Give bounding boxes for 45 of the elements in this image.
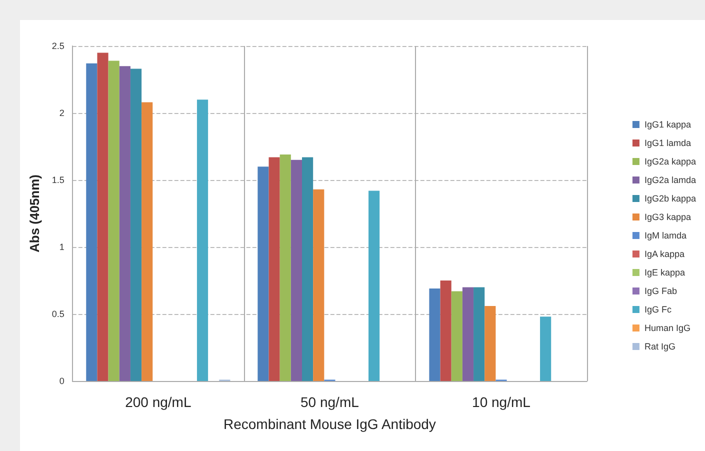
bar — [462, 287, 474, 381]
legend-label: IgG2a lamda — [644, 175, 696, 185]
bar — [302, 157, 314, 381]
legend-label: IgG Fc — [644, 304, 672, 314]
bar — [451, 291, 462, 381]
legend-label: Human IgG — [644, 323, 690, 333]
bar — [290, 160, 302, 381]
legend-label: IgG1 kappa — [644, 120, 692, 130]
legend-label: IgG3 kappa — [644, 212, 692, 222]
legend-label: IgM lamda — [644, 230, 686, 240]
legend-label: Rat IgG — [644, 342, 676, 352]
x-tick-label: 10 ng/mL — [472, 394, 531, 410]
bar — [119, 66, 130, 381]
y-tick-label: 0 — [59, 376, 64, 386]
y-tick-label: 1 — [59, 242, 64, 252]
bar — [97, 52, 108, 381]
legend-label: IgG2a kappa — [644, 156, 696, 166]
y-tick-label: 2.5 — [52, 41, 64, 51]
bar — [429, 288, 440, 381]
bar — [108, 60, 120, 381]
bar — [196, 100, 208, 381]
legend-label: IgG Fab — [644, 286, 677, 296]
bar — [130, 68, 142, 381]
bar — [540, 316, 552, 381]
bar — [474, 287, 485, 381]
bar — [280, 154, 291, 381]
y-tick-label: 1.5 — [52, 175, 64, 185]
y-tick-label: 2 — [59, 108, 64, 118]
x-tick-label: 50 ng/mL — [300, 394, 360, 410]
bar — [440, 280, 452, 381]
bar — [313, 189, 324, 381]
bar — [268, 157, 280, 381]
y-axis-title: Abs (405nm) — [27, 174, 42, 253]
bar — [142, 102, 153, 381]
legend-label: IgE kappa — [644, 268, 685, 278]
x-axis-title: Recombinant Mouse IgG Antibody — [223, 416, 436, 432]
x-tick-label: 200 ng/mL — [125, 394, 192, 410]
bar — [368, 190, 380, 381]
bar — [258, 166, 269, 381]
legend-label: IgG1 lamda — [644, 138, 691, 148]
bar — [484, 306, 496, 381]
y-tick-label: 0.5 — [52, 309, 64, 319]
legend-label: IgA kappa — [644, 249, 685, 259]
legend-label: IgG2b kappa — [644, 194, 696, 204]
bar — [86, 63, 98, 381]
